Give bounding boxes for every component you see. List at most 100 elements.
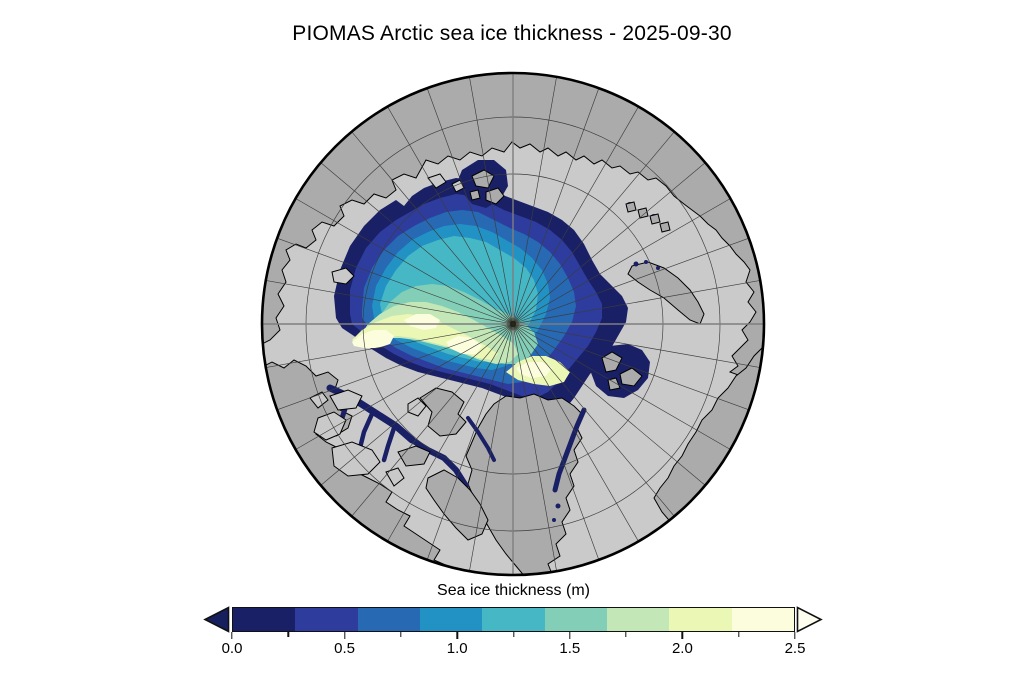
meridian-line: [512, 237, 749, 325]
meridian-line: [512, 323, 675, 517]
meridian-line: [512, 198, 731, 325]
colorbar-minor-tick: [512, 632, 515, 637]
island-svalbard-2: [619, 367, 643, 387]
sea-ice-pack: [334, 178, 628, 414]
meridian-line: [387, 323, 514, 542]
ice-speck: [555, 503, 561, 509]
colorbar-segment-0: [233, 608, 296, 631]
meridian-line: [265, 323, 514, 368]
ice-strip-east-greenland: [552, 407, 587, 493]
meridian-line: [512, 323, 706, 486]
colorbar-segment-4: [482, 608, 545, 631]
meridian-line: [512, 88, 600, 325]
colorbar-tick-label: 0.0: [221, 640, 243, 657]
meridian-line: [512, 280, 761, 325]
under-arrow-triangle: [203, 606, 230, 633]
page-title: PIOMAS Arctic sea ice thickness - 2025-0…: [292, 22, 732, 45]
pole-dot: [509, 320, 517, 328]
colorbar-segment-1: [295, 608, 358, 631]
ice-layer-8c: [446, 336, 482, 354]
colorbar-segment-3: [419, 608, 483, 631]
colorbar-tick-label: 1.0: [446, 640, 468, 657]
ice-speck: [656, 266, 660, 270]
colorbar-major-tick: [343, 632, 346, 639]
meridian-line: [295, 323, 514, 450]
meridian-line: [320, 162, 514, 325]
island-melville: [329, 389, 363, 411]
island-banks: [313, 411, 347, 441]
meridian-line: [512, 323, 749, 411]
colorbar-under-arrow: [203, 606, 230, 633]
island-ellesmere: [419, 387, 467, 437]
colorbar-segment-7: [669, 608, 732, 631]
meridian-line: [469, 76, 514, 325]
map-boundary-circle: [260, 71, 766, 577]
meridian-line: [512, 106, 639, 325]
colorbar-minor-tick: [287, 632, 289, 637]
meridian-line: [512, 323, 639, 542]
meridian-line: [277, 323, 514, 411]
colorbar-segment-8: [731, 608, 794, 631]
meridian-line: [387, 106, 514, 325]
island-svalbard-3: [607, 377, 621, 391]
colorbar-over-arrow: [796, 606, 823, 633]
island-axel-heiberg: [407, 397, 427, 417]
meridian-line: [469, 323, 514, 572]
island-svalbard-1: [601, 351, 623, 373]
island-devon: [397, 445, 431, 467]
meridian-line: [512, 162, 706, 325]
ice-speck: [633, 261, 639, 267]
meridian-line: [426, 323, 514, 560]
meridian-line: [426, 88, 514, 325]
graticule: [262, 73, 764, 575]
meridian-line: [512, 323, 761, 368]
colorbar-label: Sea ice thickness (m): [437, 582, 590, 599]
ice-layer-8b: [404, 314, 440, 330]
island-severnaya-3: [469, 189, 481, 201]
ice-channel-nares: [466, 416, 496, 462]
colorbar-major-tick: [569, 632, 571, 639]
meridian-line: [320, 323, 514, 486]
meridian-line: [277, 237, 514, 325]
colorbar-minor-tick: [737, 632, 740, 637]
colorbar-segment-5: [544, 608, 607, 631]
island-severnaya-2: [485, 187, 505, 205]
island-wrangel: [331, 267, 355, 285]
colorbar-segment-6: [606, 608, 670, 631]
over-arrow-triangle: [796, 606, 823, 633]
land-iceland: [697, 523, 745, 557]
meridian-line: [512, 76, 557, 325]
meridian-line: [512, 131, 675, 325]
island-franz-josef-4: [659, 221, 671, 233]
ice-channel-c: [381, 425, 397, 463]
colorbar-segment-2: [357, 608, 420, 631]
colorbar-major-tick: [681, 632, 684, 639]
colorbar-tick-label: 2.5: [784, 640, 806, 657]
ice-speck: [644, 260, 648, 264]
island-franz-josef-3: [649, 213, 661, 225]
ice-speck: [552, 518, 556, 522]
colorbar-minor-tick: [400, 632, 402, 637]
meridian-line: [351, 323, 514, 517]
ice-layer-8a: [352, 330, 394, 348]
ice-layer-8d: [516, 362, 552, 378]
colorbar-ticks: 0.0 0.5 1.0 1.5 2.0 2.5: [222, 632, 805, 657]
colorbar-tick-label: 0.5: [334, 640, 356, 657]
meridian-line: [512, 323, 557, 572]
meridian-line: [512, 323, 600, 560]
meridian-line: [512, 323, 731, 450]
ice-channel-b: [357, 411, 375, 451]
island-baffin: [425, 469, 489, 541]
meridian-line: [265, 280, 514, 325]
colorbar-tick-label: 1.5: [559, 640, 581, 657]
ice-channel-lancaster: [409, 437, 469, 489]
island-somerset: [385, 467, 405, 487]
island-franz-josef-2: [637, 207, 649, 219]
meridian-line: [351, 131, 514, 325]
colorbar-tick-label: 2.0: [671, 640, 693, 657]
island-franz-josef-1: [625, 201, 637, 213]
colorbar-minor-tick: [625, 632, 627, 637]
meridian-line: [295, 198, 514, 325]
